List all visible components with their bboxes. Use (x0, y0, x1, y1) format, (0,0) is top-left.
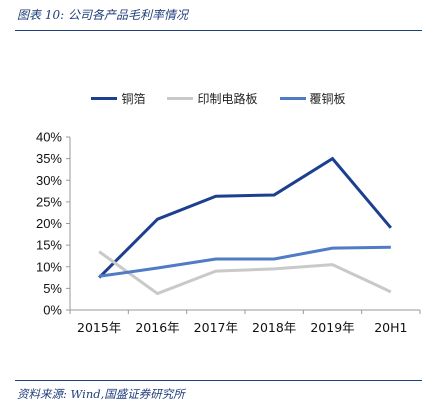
source-note: 资料来源: Wind,国盛证券研究所 (17, 387, 185, 401)
y-tick-label: 0% (43, 303, 62, 318)
chart-legend: 铜箔 印制电路板 覆铜板 (0, 90, 437, 107)
legend-label-ccl: 覆铜板 (309, 92, 346, 106)
x-tick-label: 2015年 (77, 320, 121, 335)
legend-swatch-copper-foil (91, 97, 118, 100)
y-tick-label: 20% (36, 216, 62, 231)
legend-item-pcb: 印制电路板 (167, 90, 258, 107)
x-tick-label: 2019年 (310, 320, 354, 335)
legend-label-pcb: 印制电路板 (197, 92, 258, 106)
title-divider (15, 30, 422, 31)
legend-swatch-ccl (279, 97, 306, 100)
x-tick-label: 2017年 (194, 320, 238, 335)
legend-swatch-pcb (167, 97, 194, 100)
legend-label-copper-foil: 铜箔 (121, 92, 146, 106)
x-tick-label: 2016年 (135, 320, 179, 335)
y-tick-label: 10% (36, 259, 62, 274)
series-line-2 (98, 245, 391, 278)
y-tick-label: 35% (36, 151, 62, 166)
y-tick-label: 30% (36, 173, 62, 188)
legend-item-ccl: 覆铜板 (279, 90, 346, 107)
y-tick-label: 40% (36, 130, 62, 145)
legend-item-copper-foil: 铜箔 (91, 90, 145, 107)
x-tick-label: 20H1 (374, 320, 407, 335)
y-tick-label: 25% (36, 194, 62, 209)
footer-divider (15, 380, 422, 381)
y-tick-label: 5% (43, 281, 62, 296)
y-tick-label: 15% (36, 238, 62, 253)
figure-title: 图表 10: 公司各产品毛利率情况 (17, 8, 188, 22)
series-line-0 (98, 156, 392, 279)
x-tick-label: 2018年 (252, 320, 296, 335)
series-line-1 (98, 250, 392, 296)
